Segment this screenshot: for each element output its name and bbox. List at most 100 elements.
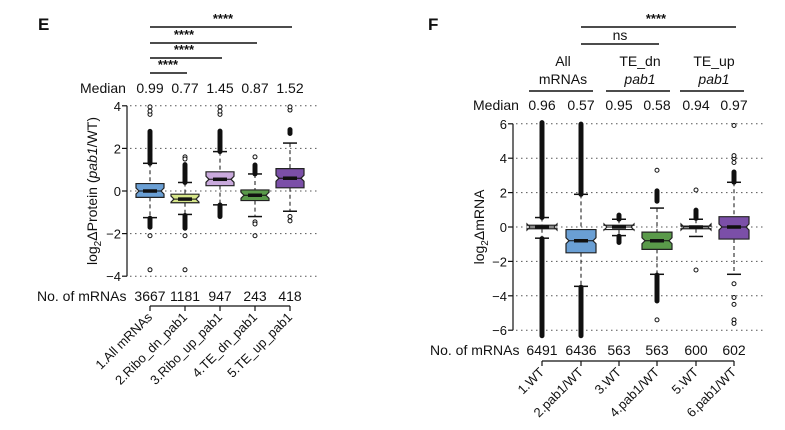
y-tick-label: −6 xyxy=(492,323,507,338)
median-value: 0.58 xyxy=(643,97,670,113)
y-tick-label: 0 xyxy=(500,220,507,235)
box-4 xyxy=(240,154,270,239)
outlier-point xyxy=(147,233,153,239)
significance-label: **** xyxy=(174,27,195,42)
outlier-point xyxy=(147,128,153,134)
outlier-point xyxy=(182,267,188,273)
y-tick-label: −4 xyxy=(106,269,121,284)
category-label: 1.WT xyxy=(515,364,548,397)
outlier-point xyxy=(731,123,737,129)
outlier-point xyxy=(217,108,223,114)
outlier-point xyxy=(287,127,293,133)
outlier-point xyxy=(147,104,153,110)
panel-e: E Median No. of mRNAs log2ΔProtein (pab1… xyxy=(37,11,318,388)
panel-f: F Median No. of mRNAs log2ΔmRNA 6 4 2 0 −2 −4… xyxy=(428,11,764,420)
median-value: 0.87 xyxy=(241,80,268,96)
median-value: 0.94 xyxy=(682,97,709,113)
y-axis-label-e: log2ΔProtein (pab1/WT) xyxy=(84,117,104,265)
box-5 xyxy=(680,187,712,273)
outlier-point xyxy=(578,121,584,127)
count-value: 563 xyxy=(607,342,631,358)
median-label-f: Median xyxy=(473,97,519,113)
outlier-point xyxy=(539,120,545,126)
outlier-point xyxy=(252,221,258,227)
count-value: 3667 xyxy=(134,288,165,304)
y-tick-label: −2 xyxy=(106,227,121,242)
y-tick-label: 2 xyxy=(500,186,507,201)
y-tick-label: −2 xyxy=(492,254,507,269)
outlier-point xyxy=(252,154,258,160)
box-2 xyxy=(170,154,200,273)
count-label-e: No. of mRNAs xyxy=(37,288,126,304)
significance-label: **** xyxy=(213,11,234,26)
outlier-point xyxy=(731,281,737,287)
box-6 xyxy=(718,123,750,326)
count-value: 418 xyxy=(278,288,302,304)
outlier-point xyxy=(287,218,293,224)
outlier-point xyxy=(182,162,188,168)
count-value: 243 xyxy=(243,288,267,304)
count-value: 6491 xyxy=(526,342,557,358)
group-label-line2: mRNAs xyxy=(539,71,587,87)
outlier-point xyxy=(287,104,293,110)
box-3 xyxy=(205,104,235,220)
y-tick-label: 4 xyxy=(500,151,507,166)
group-label-line2: pab1 xyxy=(697,71,729,87)
count-value: 1181 xyxy=(170,288,200,304)
outlier-point xyxy=(731,301,737,307)
significance-label: **** xyxy=(646,11,667,26)
outlier-point xyxy=(654,317,660,323)
outlier-point xyxy=(731,320,737,326)
y-tick-label: 4 xyxy=(114,99,121,114)
outlier-point xyxy=(217,104,223,110)
outlier-point xyxy=(147,108,153,114)
y-tick-label: 2 xyxy=(114,141,121,156)
panel-label-e: E xyxy=(38,15,49,34)
outlier-point xyxy=(731,160,737,165)
category-label: 3.WT xyxy=(592,364,625,397)
significance-label: ns xyxy=(613,27,628,43)
box-5 xyxy=(275,104,305,224)
median-value: 1.52 xyxy=(276,80,303,96)
count-value: 6436 xyxy=(565,342,596,358)
group-label-line1: TE_up xyxy=(693,53,734,69)
y-tick-label: 0 xyxy=(114,184,121,199)
box-4 xyxy=(641,167,673,323)
y-axis-label-f: log2ΔmRNA xyxy=(471,189,491,264)
median-value: 0.57 xyxy=(567,97,594,113)
median-value: 0.99 xyxy=(136,80,163,96)
count-value: 563 xyxy=(645,342,669,358)
count-label-f: No. of mRNAs xyxy=(430,342,519,358)
count-value: 600 xyxy=(684,342,708,358)
median-value: 1.45 xyxy=(206,80,233,96)
outlier-point xyxy=(252,162,258,168)
outlier-point xyxy=(182,156,188,162)
outlier-point xyxy=(731,153,737,159)
outlier-point xyxy=(654,188,660,194)
significance-label: **** xyxy=(158,57,179,72)
group-label-line1: All xyxy=(555,53,571,69)
outlier-point xyxy=(693,187,699,193)
median-value: 0.96 xyxy=(528,97,555,113)
outlier-point xyxy=(182,233,188,239)
box-2 xyxy=(565,121,597,339)
box-3 xyxy=(603,212,635,245)
outlier-point xyxy=(731,295,737,301)
box-1 xyxy=(526,120,558,339)
count-value: 602 xyxy=(722,342,746,358)
median-label-e: Median xyxy=(80,80,126,96)
outlier-point xyxy=(147,267,153,273)
outlier-point xyxy=(287,214,293,220)
outlier-point xyxy=(654,167,660,173)
box-1 xyxy=(135,104,165,273)
y-tick-label: −4 xyxy=(492,289,507,304)
y-tick-label: 6 xyxy=(500,117,507,132)
outlier-point xyxy=(731,169,737,175)
median-value: 0.77 xyxy=(171,80,198,96)
significance-label: **** xyxy=(174,42,195,57)
outlier-point xyxy=(693,207,699,213)
count-value: 947 xyxy=(208,288,232,304)
outlier-point xyxy=(693,267,699,273)
outlier-point xyxy=(217,128,223,134)
